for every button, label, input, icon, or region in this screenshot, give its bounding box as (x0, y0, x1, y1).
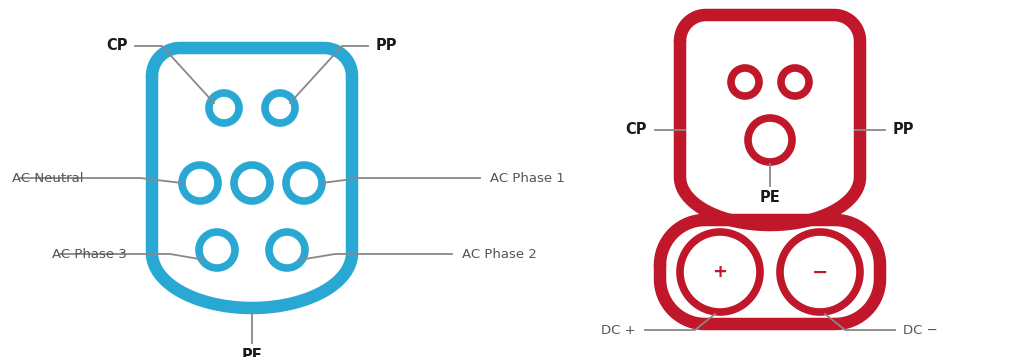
Text: DC +: DC + (601, 323, 636, 337)
Text: PP: PP (376, 39, 397, 54)
Text: −: − (812, 262, 828, 282)
Text: PE: PE (760, 191, 780, 206)
Text: CP: CP (626, 122, 647, 137)
Text: AC Neutral: AC Neutral (12, 171, 84, 185)
Text: AC Phase 1: AC Phase 1 (490, 171, 565, 185)
Text: CP: CP (106, 39, 128, 54)
Text: AC Phase 2: AC Phase 2 (462, 247, 537, 261)
Text: +: + (713, 263, 727, 281)
Text: DC −: DC − (903, 323, 938, 337)
Text: PP: PP (893, 122, 914, 137)
Text: PE: PE (242, 347, 262, 357)
Text: AC Phase 3: AC Phase 3 (52, 247, 127, 261)
